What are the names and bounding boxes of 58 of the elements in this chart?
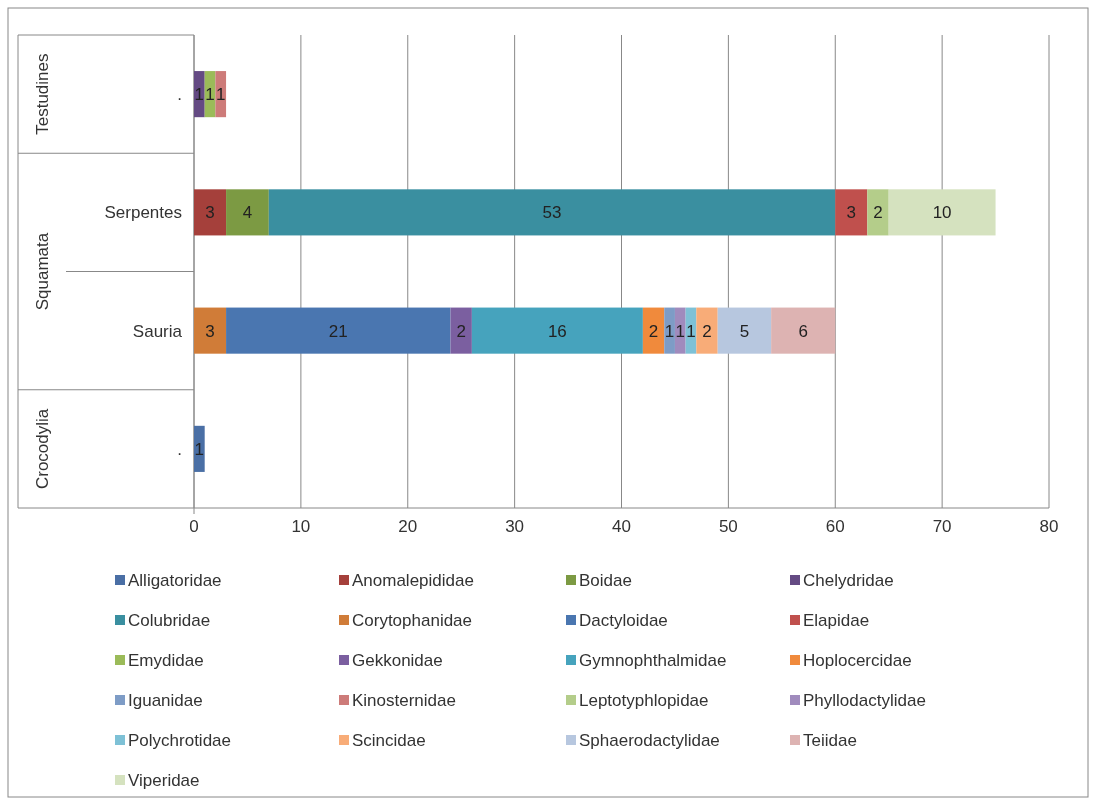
data-label: 21 xyxy=(328,321,348,341)
data-label: 2 xyxy=(648,321,659,341)
text: Testudines xyxy=(32,53,52,135)
data-label: 1 xyxy=(686,321,696,341)
y-tick-label: . xyxy=(177,85,182,105)
legend-label: Elapidae xyxy=(803,610,870,630)
legend-label: Colubridae xyxy=(128,610,211,630)
legend-label: Gekkonidae xyxy=(352,650,443,670)
text: Squamata xyxy=(32,232,52,311)
data-label: 1 xyxy=(215,85,226,105)
data-label: 3 xyxy=(846,203,857,223)
y-tick-label: Serpentes xyxy=(104,203,182,223)
data-label: 5 xyxy=(739,321,750,341)
data-label: 1 xyxy=(205,85,215,105)
x-tick-label: 30 xyxy=(505,517,525,536)
data-label: 3 xyxy=(205,203,215,223)
legend-label: Alligatoridae xyxy=(128,570,222,590)
x-tick-label: 50 xyxy=(718,517,738,536)
x-tick-label: 70 xyxy=(932,517,952,536)
data-label: 1 xyxy=(194,85,205,105)
data-label: 10 xyxy=(932,203,952,223)
y-tick-label: . xyxy=(177,439,182,459)
data-label: 2 xyxy=(702,321,712,341)
x-tick-label: 60 xyxy=(825,517,845,536)
legend-label: Teiidae xyxy=(803,730,857,750)
legend-label: Emydidae xyxy=(128,650,204,670)
data-label: 6 xyxy=(798,321,808,341)
legend-label: Anomalepididae xyxy=(352,570,474,590)
data-label: 1 xyxy=(194,439,205,459)
legend-label: Kinosternidae xyxy=(352,690,456,710)
legend-label: Iguanidae xyxy=(128,690,203,710)
legend-label: Leptotyphlopidae xyxy=(579,690,709,710)
legend-label: Viperidae xyxy=(128,770,200,790)
data-label: 2 xyxy=(456,321,466,341)
x-tick-label: 20 xyxy=(398,517,418,536)
data-label: 16 xyxy=(547,321,567,341)
legend-label: Sphaerodactylidae xyxy=(579,730,720,750)
x-tick-label: 80 xyxy=(1039,517,1059,536)
legend-label: Phyllodactylidae xyxy=(803,690,926,710)
data-label: 2 xyxy=(873,203,883,223)
data-label: 1 xyxy=(675,321,686,341)
text: Crocodylia xyxy=(32,408,52,490)
x-tick-label: 10 xyxy=(291,517,311,536)
legend-label: Corytophanidae xyxy=(352,610,473,630)
x-tick-label: 0 xyxy=(189,517,199,536)
data-label: 1 xyxy=(664,321,675,341)
legend-label: Dactyloidae xyxy=(579,610,668,630)
data-label: 53 xyxy=(542,203,562,223)
legend-label: Boidae xyxy=(579,570,632,590)
x-tick-label: 40 xyxy=(612,517,631,536)
data-label: 3 xyxy=(205,321,215,341)
legend-label: Scincidae xyxy=(352,730,426,750)
data-label: 4 xyxy=(242,203,253,223)
legend-label: Chelydridae xyxy=(803,570,894,590)
legend-label: Gymnophthalmidae xyxy=(579,650,727,670)
legend-label: Polychrotidae xyxy=(128,730,232,750)
y-tick-label: Sauria xyxy=(132,321,183,341)
legend-label: Hoplocercidae xyxy=(803,650,912,670)
